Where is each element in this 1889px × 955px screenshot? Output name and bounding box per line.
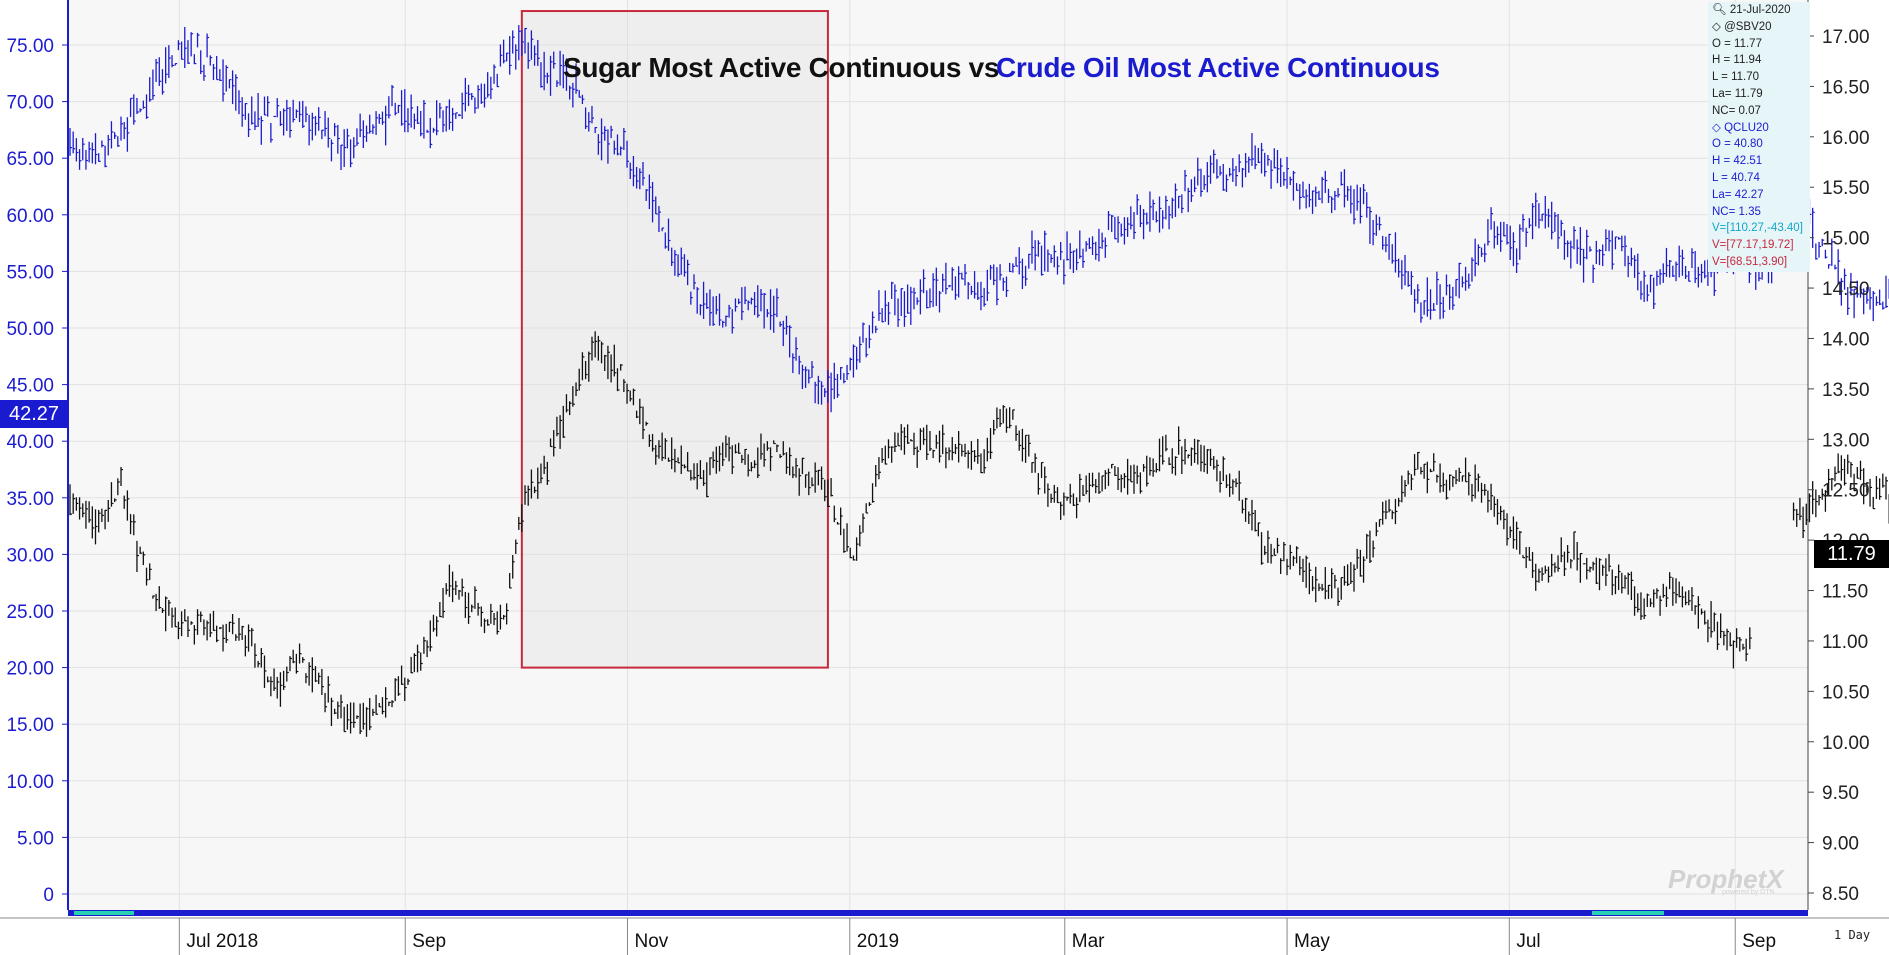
magnifier-icon: 🔍︎ — [1712, 4, 1727, 16]
legend-sugar-symbol-text: @SBV20 — [1724, 20, 1772, 33]
time-scrollbar — [68, 910, 1808, 916]
left-tick-label: 55.00 — [6, 262, 54, 283]
last-price-tag-crude: 42.27 — [0, 400, 68, 428]
watermark-logo: ProphetX — [1668, 864, 1784, 894]
legend-crude-symbol: ◇ QCLU20 — [1708, 120, 1810, 137]
left-tick-label: 30.00 — [6, 545, 54, 566]
legend-value-3: V=[68.51,3.90] — [1712, 255, 1788, 268]
legend-crude-change: NC= 1.35 — [1712, 205, 1761, 218]
legend-sugar-low: L = 11.70 — [1712, 71, 1759, 84]
scrollbar-thumb-left — [74, 911, 134, 915]
left-tick-label: 75.00 — [6, 36, 54, 57]
right-tick-label: 14.50 — [1822, 279, 1870, 300]
highlight-boxes — [520, 10, 829, 669]
left-tick-label: 5.00 — [17, 828, 54, 849]
legend-sugar-symbol: ◇ @SBV20 — [1708, 19, 1810, 36]
right-tick-label: 13.50 — [1822, 380, 1870, 401]
right-tick-label: 9.00 — [1822, 834, 1859, 855]
left-tick-label: 0 — [43, 885, 54, 906]
right-tick-label: 15.00 — [1822, 229, 1870, 250]
legend-crude-last: La= 42.27 — [1712, 188, 1764, 201]
scrollbar-thumb-right — [1592, 911, 1664, 915]
left-tick-label: 45.00 — [6, 376, 54, 397]
right-tick-label: 15.50 — [1822, 178, 1870, 199]
left-tick-label: 70.00 — [6, 93, 54, 114]
left-tick-label: 60.00 — [6, 206, 54, 227]
legend-crude-high: H = 42.51 — [1712, 155, 1763, 168]
left-tick-label: 40.00 — [6, 432, 54, 453]
watermark-subtext: powered by DTN — [1722, 889, 1775, 896]
legend-value-1: V=[110.27,-43.40] — [1712, 222, 1803, 235]
legend-sugar-open: O = 11.77 — [1712, 37, 1762, 50]
left-tick-label: 65.00 — [6, 149, 54, 170]
highlight-box — [520, 10, 829, 669]
x-tick-label: Sep — [412, 931, 446, 952]
x-tick-label: Jul — [1516, 931, 1540, 952]
legend-date-text: 21-Jul-2020 — [1729, 4, 1791, 16]
diamond-icon: ◇ — [1712, 121, 1721, 134]
legend-crude-open: O = 40.80 — [1712, 138, 1763, 151]
left-tick-label: 35.00 — [6, 489, 54, 510]
right-tick-label: 14.00 — [1822, 329, 1870, 350]
diamond-icon: ◇ — [1712, 20, 1721, 33]
right-tick-label: 12.50 — [1822, 481, 1870, 502]
legend-sugar-last: La= 11.79 — [1712, 87, 1763, 100]
legend-date: 🔍︎ 21-Jul-2020 — [1708, 2, 1810, 19]
right-tick-label: 16.00 — [1822, 128, 1870, 149]
x-tick-label: 2019 — [857, 931, 899, 952]
plot-area — [68, 0, 1808, 910]
last-price-tag-sugar: 11.79 — [1814, 540, 1889, 568]
right-tick-label: 11.50 — [1822, 582, 1868, 603]
right-tick-label: 10.00 — [1822, 733, 1870, 754]
left-tick-label: 50.00 — [6, 319, 54, 340]
right-tick-label: 8.50 — [1822, 884, 1859, 905]
gridlines — [68, 0, 1808, 910]
legend-crude-symbol-text: QCLU20 — [1724, 121, 1769, 134]
legend-crude-low: L = 40.74 — [1712, 171, 1760, 184]
left-tick-label: 15.00 — [6, 715, 54, 736]
right-tick-label: 11.00 — [1822, 632, 1868, 653]
chart-title-sugar: Sugar Most Active Continuous vs — [563, 52, 1000, 83]
right-tick-label: 16.50 — [1822, 77, 1870, 98]
left-tick-label: 25.00 — [6, 602, 54, 623]
right-tick-label: 9.50 — [1822, 783, 1859, 804]
legend-value-2: V=[77.17,19.72] — [1712, 239, 1794, 252]
left-tick-label: 10.00 — [6, 772, 54, 793]
right-tick-label: 13.00 — [1822, 430, 1870, 451]
right-tick-label: 10.50 — [1822, 682, 1870, 703]
interval-label[interactable]: 1 Day — [1834, 928, 1871, 942]
x-tick-label: Mar — [1072, 931, 1105, 952]
chart-title-crude: Crude Oil Most Active Continuous — [996, 52, 1440, 83]
left-tick-label: 20.00 — [6, 659, 54, 680]
x-tick-label: Nov — [635, 931, 669, 952]
series-@SBV20 — [69, 331, 1889, 737]
legend-sugar-high: H = 11.94 — [1712, 54, 1762, 67]
x-tick-label: May — [1294, 931, 1330, 952]
data-window: 🔍︎ 21-Jul-2020 ◇ @SBV20 O = 11.77 H = 11… — [1708, 2, 1810, 272]
x-tick-label: Sep — [1742, 931, 1776, 952]
x-tick-label: Jul 2018 — [186, 931, 258, 952]
legend-sugar-change: NC= 0.07 — [1712, 104, 1761, 117]
right-tick-label: 17.00 — [1822, 27, 1870, 48]
